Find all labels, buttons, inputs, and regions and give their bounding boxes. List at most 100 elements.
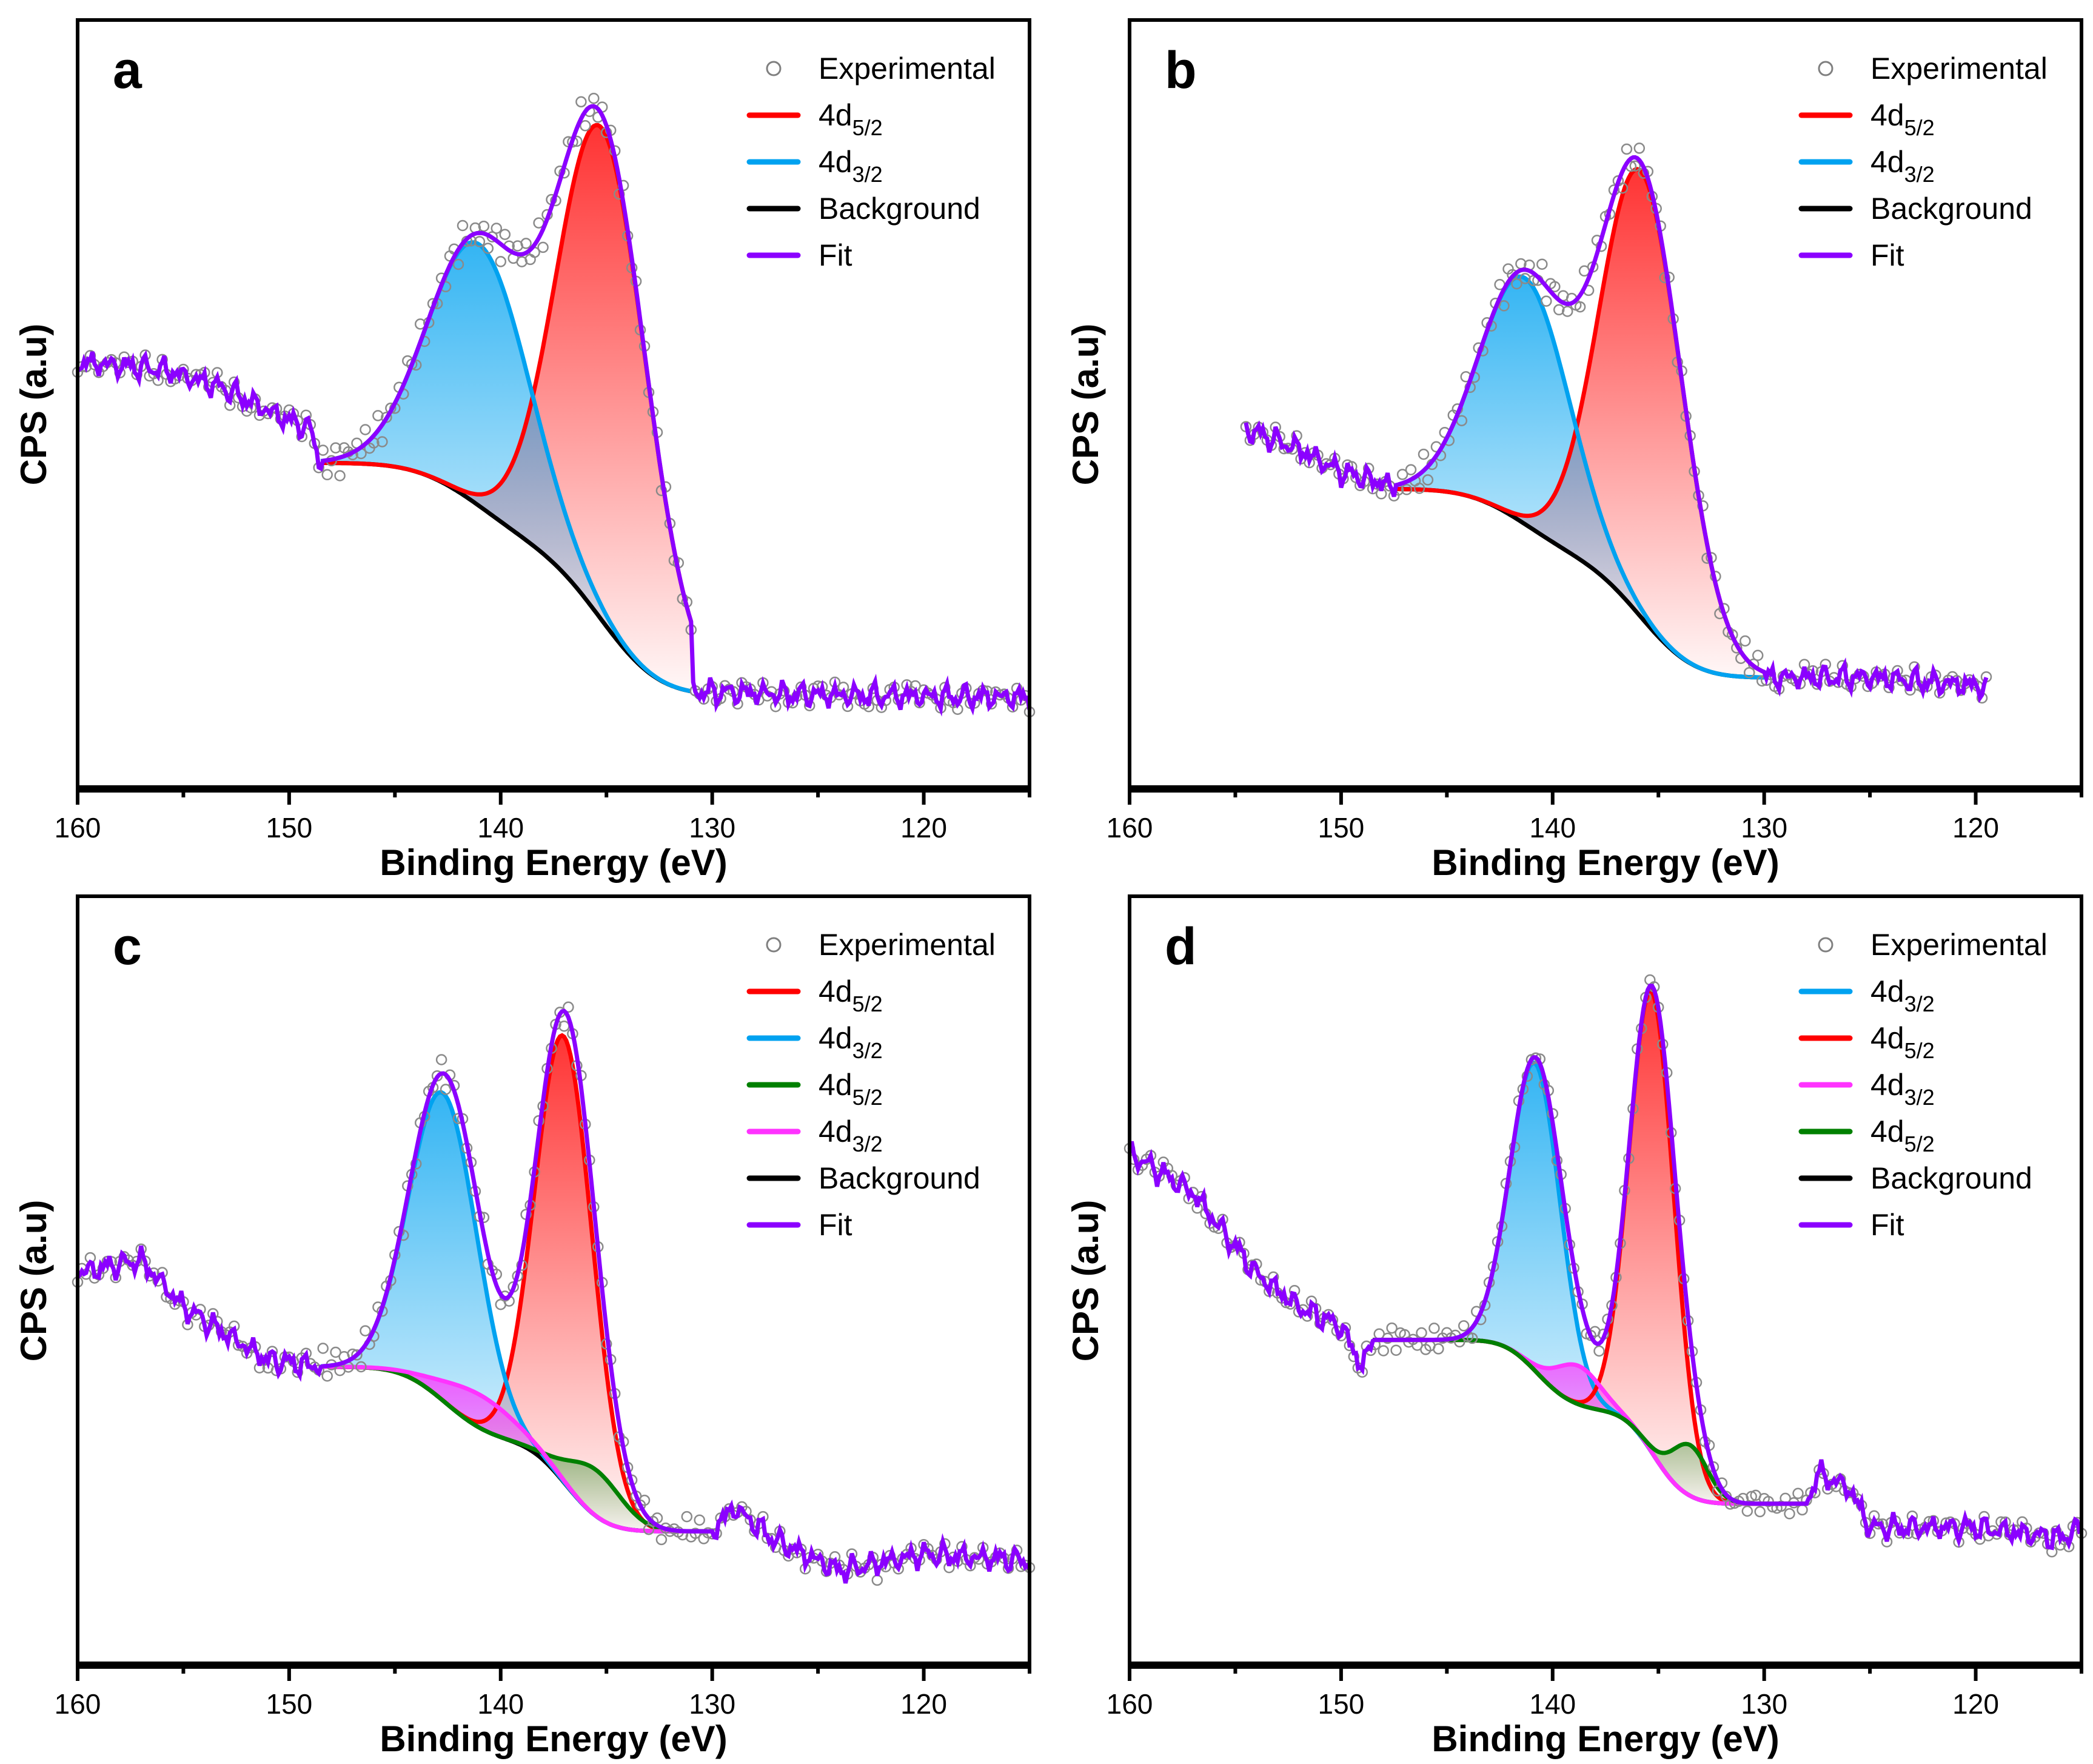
fill-4d3/2-1 <box>1394 277 1764 678</box>
experimental-point <box>1553 304 1565 316</box>
fit-line <box>76 104 1032 717</box>
experimental-point <box>266 1346 278 1357</box>
legend-item: 4d5/2 <box>746 1068 883 1110</box>
legend-item: Experimental <box>1818 928 2048 962</box>
x-tick-label: 140 <box>477 1688 524 1720</box>
experimental-point <box>1466 1332 1478 1344</box>
legend-marker-icon <box>766 937 782 953</box>
x-tick-label: 140 <box>1529 812 1576 843</box>
x-tick-label: 140 <box>1529 1688 1576 1720</box>
experimental-point <box>1741 1505 1753 1517</box>
legend-item: 4d5/2 <box>746 974 883 1016</box>
experimental-point <box>372 410 384 421</box>
experimental-point <box>1978 1511 1990 1523</box>
experimental-point <box>1498 300 1510 312</box>
legend-item: Background <box>1798 1161 2032 1195</box>
experimental-point <box>1002 1562 1014 1574</box>
legend-item: 4d3/2 <box>1798 974 1935 1016</box>
legend-item: Background <box>746 1161 980 1195</box>
experimental-point <box>588 92 600 104</box>
x-tick-label: 120 <box>900 1688 947 1720</box>
experimental-point <box>1797 1504 1808 1516</box>
experimental-point <box>1386 1322 1398 1334</box>
legend-subscript: 5/2 <box>852 115 883 140</box>
legend-label: 4d3/2 <box>1870 145 1935 187</box>
experimental-point <box>178 363 189 375</box>
experimental-point <box>1401 484 1413 495</box>
experimental-point <box>563 1001 574 1013</box>
x-tick-label: 130 <box>1741 1688 1787 1720</box>
legend-label: Experimental <box>819 52 996 86</box>
legend-item: Background <box>1798 192 2032 226</box>
legend-label: 4d3/2 <box>819 1021 883 1063</box>
legend-label: Fit <box>819 238 852 272</box>
legend-label: 4d3/2 <box>1870 974 1935 1016</box>
chart-panel-a: 160 150 140 130 120 Binding Energy (eV) CPS (a… <box>13 18 1036 883</box>
legend-subscript: 3/2 <box>852 162 883 187</box>
legend-subscript: 3/2 <box>852 1038 883 1063</box>
experimental-point <box>1752 649 1764 662</box>
x-tick-label: 150 <box>1318 1688 1365 1720</box>
x-tick-label: 160 <box>55 1688 101 1720</box>
fit-line <box>76 1008 1031 1584</box>
legend-item: Experimental <box>766 928 996 962</box>
experimental-point <box>914 697 925 709</box>
legend-subscript: 5/2 <box>852 1085 883 1110</box>
background-line <box>1373 1338 1807 1506</box>
experimental-point <box>1458 1320 1470 1332</box>
legend-label: 4d5/2 <box>1870 1115 1935 1156</box>
legend-label: Fit <box>819 1208 852 1242</box>
experimental-point <box>452 258 464 270</box>
experimental-point <box>292 1366 304 1378</box>
experimental-point <box>334 470 346 481</box>
legend-item: 4d3/2 <box>1798 145 1935 187</box>
experimental-point <box>1593 1345 1605 1357</box>
legend: Experimental 4d5/2 4d3/2 4d5/2 4d3/2 Backgrou… <box>746 928 996 1242</box>
legend-label: Fit <box>1870 1208 1904 1242</box>
y-axis-label: CPS (a.u) <box>1065 324 1106 486</box>
legend-label: Experimental <box>819 928 996 962</box>
panel-label: c <box>113 917 142 976</box>
experimental-point <box>575 96 587 108</box>
experimental-point <box>1629 160 1641 172</box>
chart-panel-d: 160 150 140 130 120 Binding Energy (eV) CPS (a… <box>1065 894 2088 1759</box>
legend-label: 4d5/2 <box>819 98 883 140</box>
experimental-point <box>491 223 503 234</box>
experimental-point <box>317 1343 329 1354</box>
legend-label: 4d3/2 <box>1870 1068 1935 1110</box>
component-line-4d5/2-3 <box>1373 1338 1807 1506</box>
legend-label: Experimental <box>1870 928 2048 962</box>
legend-subscript: 3/2 <box>1904 1085 1935 1110</box>
legend-item: 4d5/2 <box>1798 98 1935 140</box>
legend: Experimental 4d5/2 4d3/2 Background Fit <box>1798 52 2048 272</box>
experimental-point <box>1428 1323 1440 1334</box>
experimental-point <box>474 236 486 247</box>
experimental-point <box>478 220 490 232</box>
x-tick-label: 150 <box>266 1688 313 1720</box>
x-tick-label: 160 <box>55 812 101 843</box>
experimental-point <box>2050 1525 2062 1537</box>
experimental-point <box>482 243 494 254</box>
experimental-point <box>321 1370 333 1382</box>
experimental-point <box>1433 1343 1444 1355</box>
x-axis-label: Binding Energy (eV) <box>380 842 727 883</box>
experimental-point <box>330 1346 341 1358</box>
x-tick-label: 150 <box>266 812 313 843</box>
legend-label: Background <box>819 192 980 226</box>
legend-label: Fit <box>1870 238 1904 272</box>
legend-item: 4d3/2 <box>746 1115 883 1156</box>
x-tick-label: 160 <box>1107 812 1153 843</box>
experimental-point <box>655 1534 668 1546</box>
legend-item: Experimental <box>1818 52 2048 86</box>
x-tick-label: 120 <box>1952 812 1999 843</box>
legend-subscript: 5/2 <box>1904 115 1935 140</box>
legend: Experimental 4d5/2 4d3/2 Background Fit <box>746 52 996 272</box>
legend-item: Fit <box>746 1208 852 1242</box>
legend-item: 4d3/2 <box>746 145 883 187</box>
experimental-point <box>321 469 333 481</box>
experimental-point <box>1811 679 1823 690</box>
experimental-point <box>1413 483 1425 494</box>
experimental-point <box>1418 448 1430 460</box>
experimental-point <box>694 1514 705 1526</box>
legend-label: Background <box>1870 1161 2032 1195</box>
